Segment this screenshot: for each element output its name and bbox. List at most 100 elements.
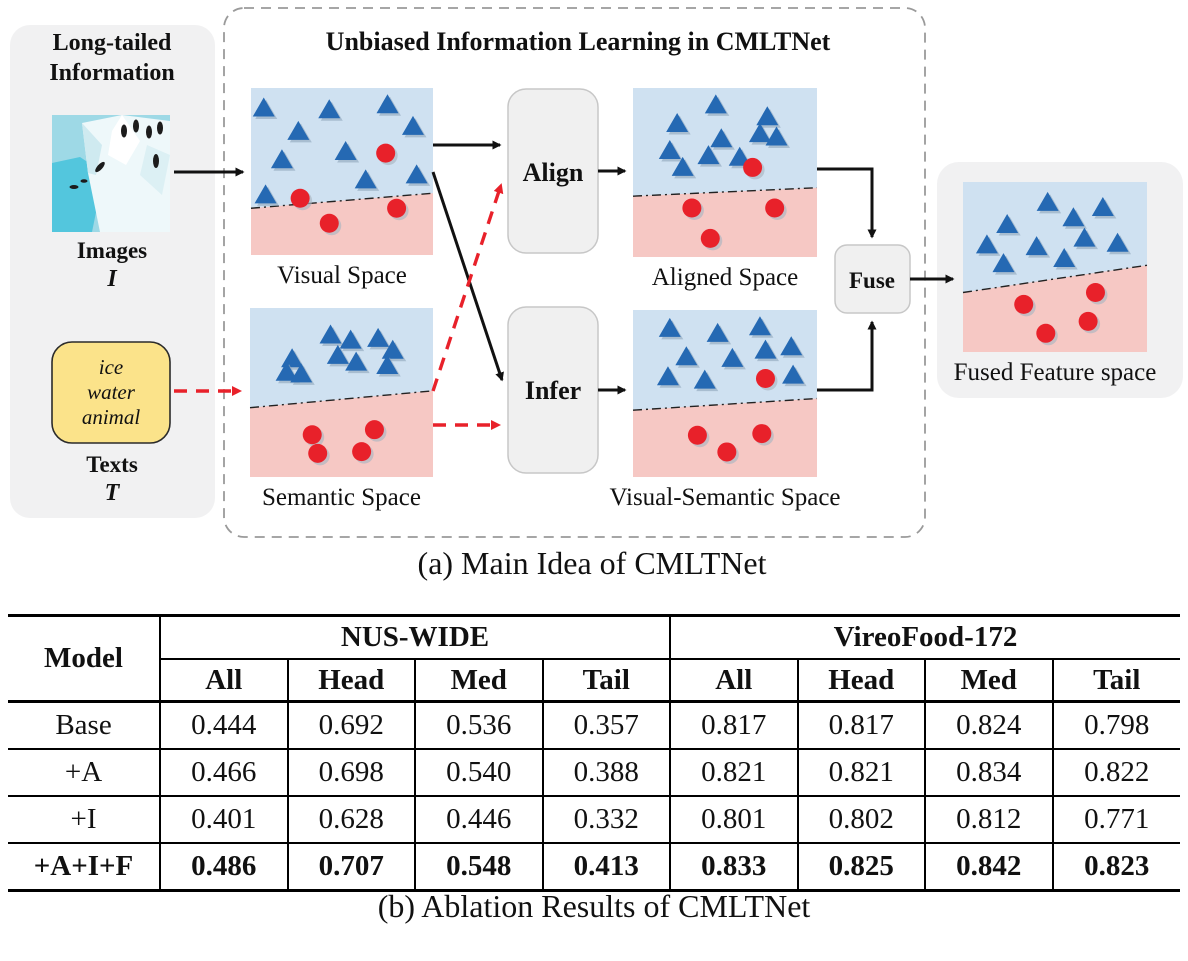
triangle-point	[401, 115, 424, 135]
triangle-point	[693, 369, 716, 389]
table-cell: 0.823	[1051, 843, 1180, 891]
triangle-point	[405, 164, 428, 184]
tag-line-2: water	[87, 380, 136, 404]
triangle-point	[290, 363, 313, 383]
circle-point	[717, 442, 737, 462]
red-dashed-arrows	[174, 183, 504, 430]
circle-point	[687, 425, 707, 445]
triangle-point	[656, 366, 679, 386]
table-cell: 0.821	[796, 749, 926, 797]
circle-point	[302, 425, 322, 445]
table-cell: 0.798	[1051, 701, 1180, 750]
table-cell: 0.834	[924, 749, 1054, 797]
triangle-point	[287, 120, 310, 140]
triangle-point	[376, 354, 399, 374]
triangle-point	[1036, 191, 1059, 211]
triangle-point	[675, 346, 698, 366]
triangle-point	[1091, 197, 1114, 216]
visual-space-boundary-line	[250, 192, 434, 209]
visual-to-infer-arrow	[431, 171, 504, 382]
triangle-point	[1073, 227, 1096, 247]
table-row: +A 0.466 0.698 0.540 0.388 0.821 0.821 0.834 0.8…	[8, 749, 1180, 797]
triangle-point	[728, 146, 751, 166]
vireofood-header: VireoFood-172	[669, 615, 1180, 660]
aligned-space: Aligned Space	[632, 88, 818, 291]
nus-col-tail: Tail	[541, 659, 671, 703]
table-body: Base 0.444 0.692 0.536 0.357 0.817 0.817 0.824 0…	[8, 701, 1180, 891]
semantic-space-boundary-line	[249, 390, 434, 409]
table-cell: 0.486	[159, 843, 289, 891]
triangle-point	[319, 324, 342, 344]
nus-col-med: Med	[414, 659, 544, 703]
align-box-label: Align	[523, 158, 584, 187]
triangle-point	[706, 322, 729, 342]
table-row: +A+I+F 0.486 0.707 0.548 0.413 0.833 0.825 0.84…	[8, 843, 1180, 891]
table-cell: 0.446	[414, 796, 544, 844]
model-header: Model	[8, 615, 161, 703]
spaces-layer: Visual Space Semantic Space Aligned Space V…	[249, 88, 1183, 511]
triangle-point	[697, 145, 720, 165]
table-cell: 0.842	[924, 843, 1054, 891]
triangle-point	[381, 339, 404, 359]
table-cell: 0.548	[414, 843, 544, 891]
triangle-point	[780, 336, 803, 356]
triangle-point	[1106, 232, 1129, 252]
triangle-point	[354, 169, 377, 189]
visual-semantic-space: Visual-Semantic Space	[609, 310, 841, 511]
tag-line-1: ice	[99, 355, 123, 379]
caption-a: (a) Main Idea of CMLTNet	[418, 545, 767, 581]
table-cell: 0.825	[796, 843, 926, 891]
circle-point	[376, 143, 396, 163]
triangle-point	[996, 214, 1019, 233]
table-cell: 0.540	[414, 749, 544, 797]
triangle-point	[1053, 248, 1076, 267]
table-cell: 0.401	[159, 796, 289, 844]
triangle-point	[326, 344, 349, 364]
fused-feature-space-label: Fused Feature space	[954, 359, 1157, 386]
table-cell: 0.802	[796, 796, 926, 844]
table-cell: 0.812	[924, 796, 1054, 844]
circle-point	[1036, 323, 1056, 343]
table-cell: 0.801	[669, 796, 799, 844]
triangle-point	[756, 106, 779, 126]
ablation-table: Model NUS-WIDE VireoFood-172 All Head Me…	[8, 614, 1180, 892]
visual-semantic-space-boundary-line	[632, 397, 818, 411]
circle-point	[319, 213, 339, 233]
circle-point	[752, 424, 772, 444]
circle-point	[364, 420, 384, 440]
nus-col-head: Head	[286, 659, 416, 703]
texts-symbol: T	[105, 480, 121, 506]
circle-point	[387, 198, 407, 218]
circle-point	[1078, 311, 1098, 331]
vireo-col-med: Med	[924, 659, 1054, 703]
triangle-point	[754, 339, 777, 359]
aligned-space-pink-region	[633, 187, 817, 257]
table-cell: 0.833	[669, 843, 799, 891]
aligned-space-boundary-line	[632, 187, 818, 197]
images-symbol: I	[106, 266, 118, 292]
circle-point	[1014, 294, 1034, 314]
circle-point	[290, 188, 310, 208]
table-cell: 0.824	[924, 701, 1054, 750]
aligned-space-label: Aligned Space	[652, 264, 798, 291]
table-row-model: +I	[8, 796, 161, 844]
table-cell: 0.821	[669, 749, 799, 797]
nus-col-all: All	[160, 659, 289, 703]
circle-point	[755, 368, 775, 388]
table-cell: 0.357	[541, 701, 671, 750]
circle-point	[682, 198, 702, 218]
visual-semantic-space-pink-region	[633, 398, 817, 477]
aligned-to-fuse-arrow	[817, 167, 877, 239]
triangle-point	[345, 351, 368, 371]
visual-space: Visual Space	[250, 88, 434, 289]
images-label: Images	[77, 238, 147, 263]
vireo-col-all: All	[669, 659, 799, 703]
penguins-image	[52, 115, 170, 232]
table-row-model: Base	[8, 701, 161, 750]
table-cell: 0.444	[159, 701, 289, 750]
circle-point	[352, 442, 372, 462]
fuse-box-label: Fuse	[849, 268, 895, 293]
circle-point	[743, 157, 763, 177]
table-cell: 0.771	[1051, 796, 1180, 844]
